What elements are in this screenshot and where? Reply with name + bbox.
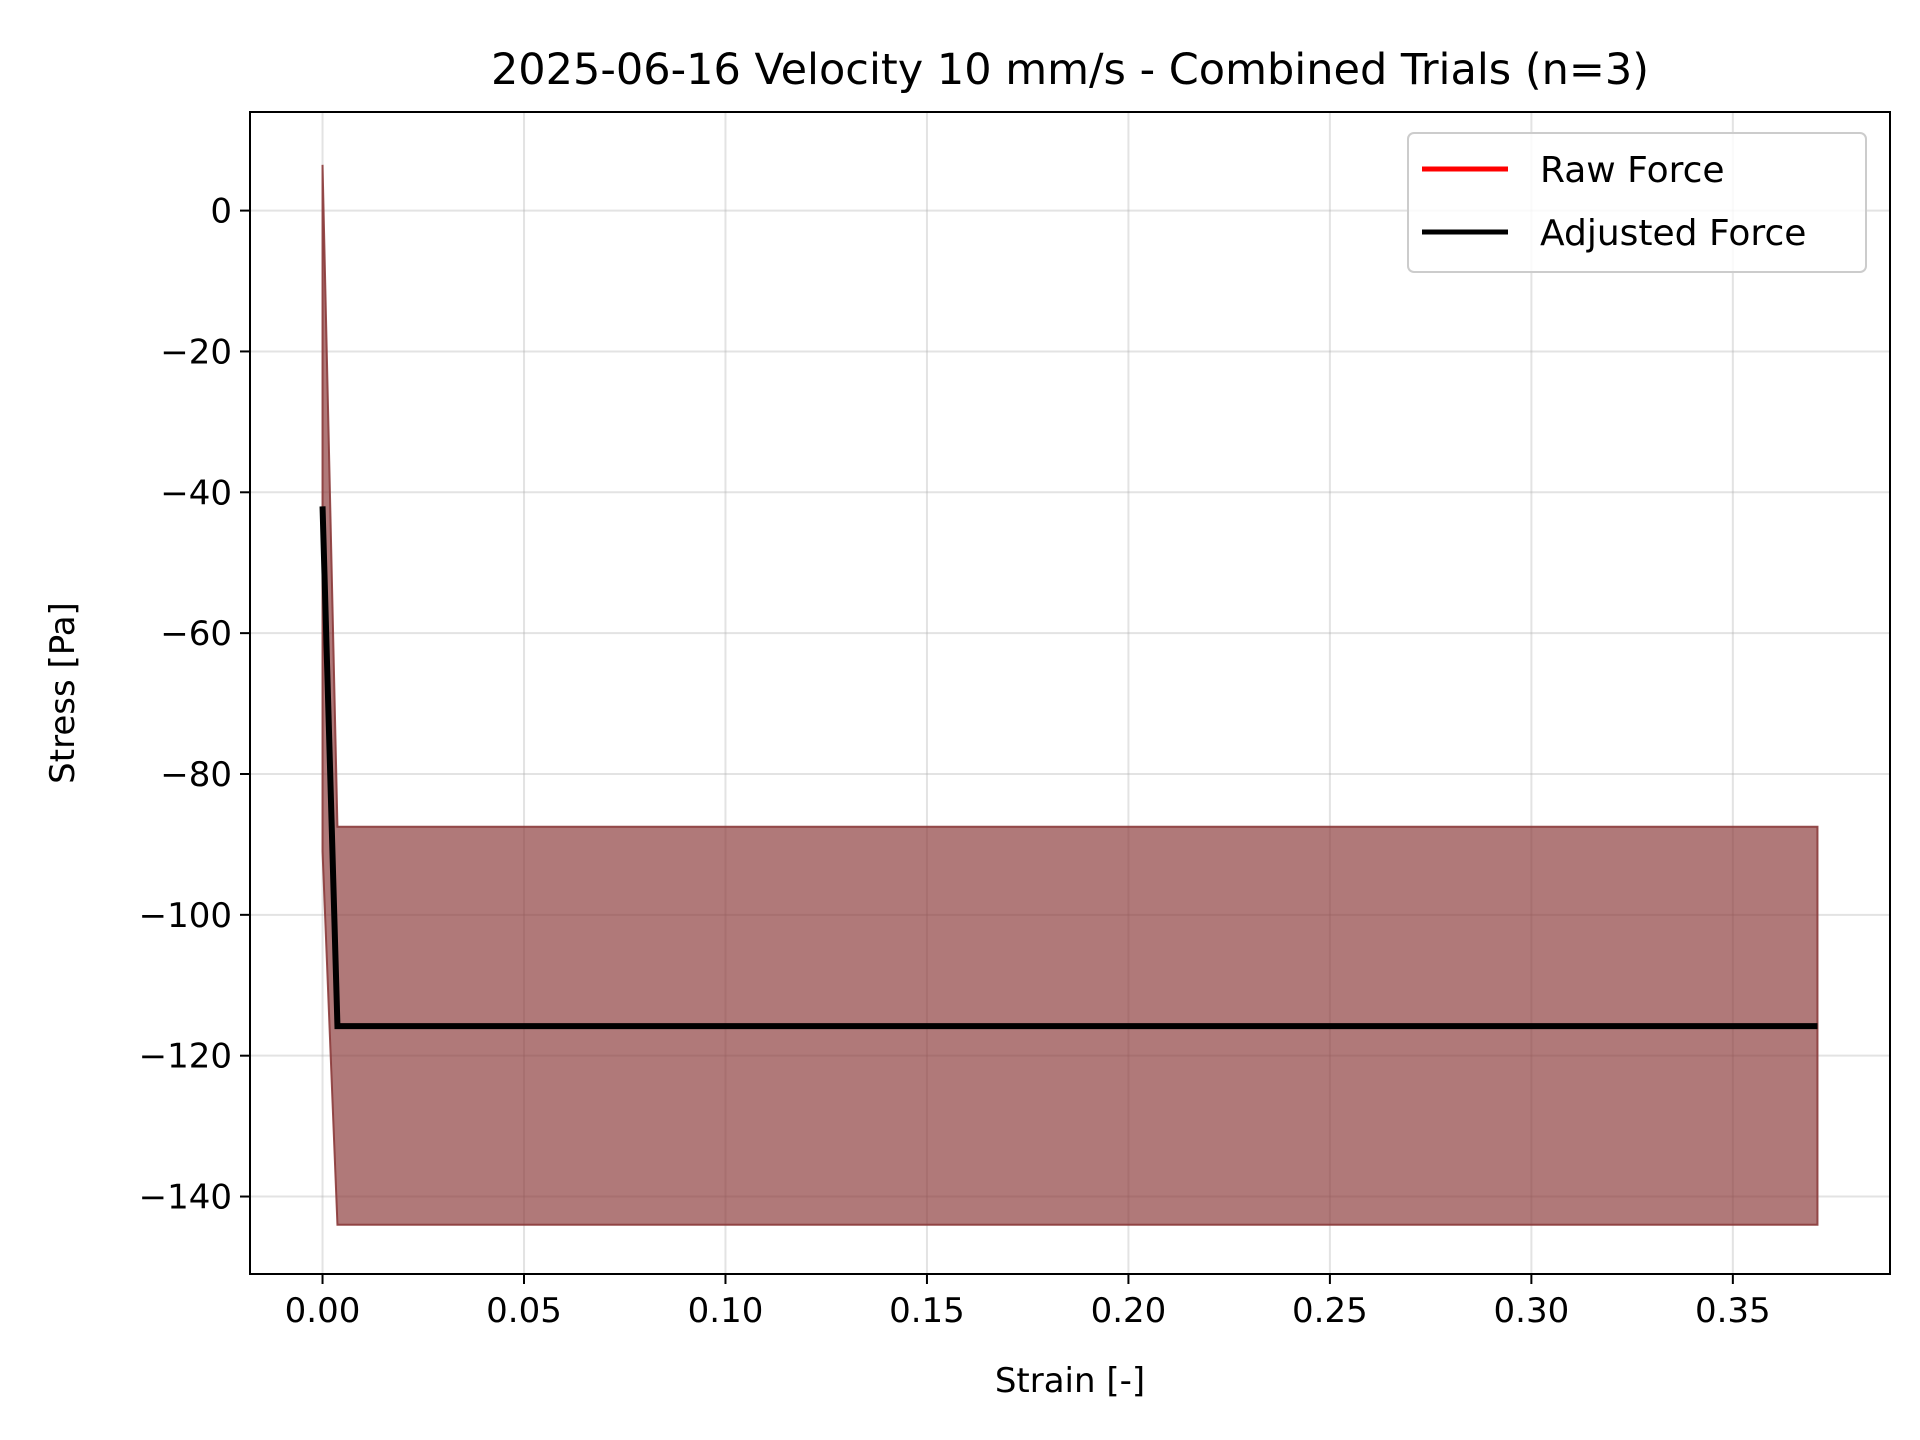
x-tick-label: 0.15: [889, 1291, 965, 1331]
y-tick-label: −100: [139, 896, 232, 936]
x-tick-label: 0.10: [688, 1291, 764, 1331]
std-band: [321, 164, 1819, 1226]
y-axis-label: Stress [Pa]: [43, 602, 83, 784]
legend-box: [1407, 132, 1867, 273]
x-tick-label: 0.30: [1494, 1291, 1570, 1331]
legend-label-raw-force: Raw Force: [1540, 150, 1725, 191]
x-tick-label: 0.00: [285, 1291, 361, 1331]
x-axis-label: Strain [-]: [995, 1361, 1145, 1401]
legend: Raw Force Adjusted Force: [1407, 132, 1867, 273]
x-axis-ticks: 0.00 0.05 0.10 0.15 0.20 0.25 0.30 0.35: [285, 1274, 1771, 1331]
legend-label-adjusted-force: Adjusted Force: [1540, 213, 1806, 254]
y-tick-label: −80: [160, 755, 232, 795]
y-tick-label: −140: [139, 1178, 232, 1218]
series-line-adjusted-force: [319, 506, 1818, 1030]
series-layer: [319, 506, 1818, 1030]
chart-title: 2025-06-16 Velocity 10 mm/s - Combined T…: [491, 45, 1649, 95]
x-tick-label: 0.05: [486, 1291, 562, 1331]
x-tick-label: 0.25: [1292, 1291, 1368, 1331]
y-tick-label: −20: [160, 332, 232, 372]
y-axis-ticks: 0 −20 −40 −60 −80 −100 −120 −140: [139, 192, 250, 1218]
plot-frame: [249, 111, 1891, 1275]
y-tick-label: 0: [210, 192, 232, 232]
y-tick-label: −120: [139, 1037, 232, 1077]
y-tick-label: −40: [160, 473, 232, 513]
x-tick-label: 0.20: [1091, 1291, 1167, 1331]
x-tick-label: 0.35: [1695, 1291, 1771, 1331]
band-layer: [321, 164, 1819, 1226]
y-tick-label: −60: [160, 614, 232, 654]
